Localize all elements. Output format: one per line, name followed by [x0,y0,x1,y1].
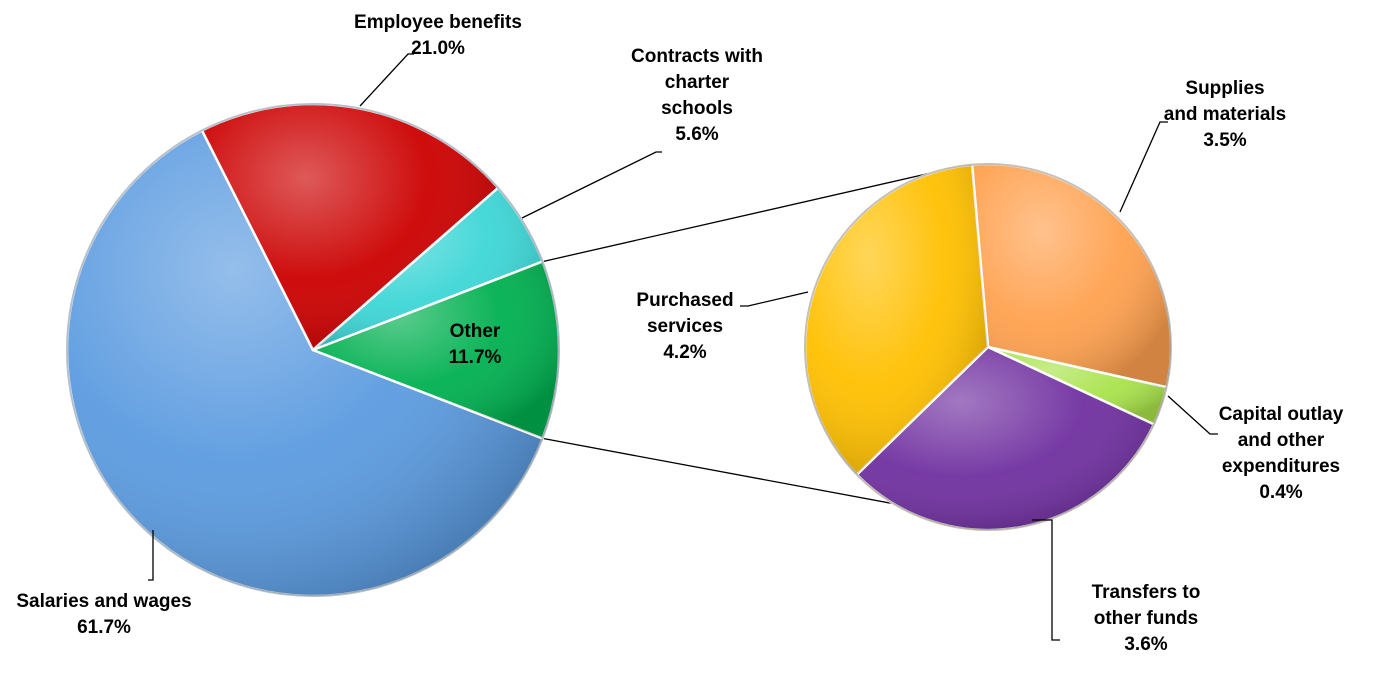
leader-contracts-with-charter-schools [521,151,662,219]
slice-contracts-with-shading [313,187,543,350]
label-transfers-to-other-funds: Transfers to other funds 3.6% [1092,582,1201,655]
slice-employee-benefits-shading [202,103,499,350]
breakout-pie-rim [804,163,1172,531]
slice-labels: Salaries and wages 61.7% Employee benefits… [16,12,1343,655]
slice-capital-outlay-and-other-expenditures-shading [988,347,1167,425]
label-capital-outlay-and-other-expenditures: Capital outlay and other expenditures 0.4% [1219,404,1344,503]
label-other: Other 11.7% [449,321,502,368]
leader-transfers-to-other-funds [1032,519,1060,641]
leader-capital-outlay-and-other-expenditures [1167,395,1218,435]
slice-salaries-and-wages-shading [67,130,543,596]
main-pie [65,102,561,598]
leader-supplies-and-materials [1119,121,1168,213]
label-contracts-with-charter-schools: Contracts with charter schools 5.6% [631,46,763,145]
slice-other-shading [313,261,560,439]
leader-purchased-services [740,291,809,307]
label-purchased-services: Purchased services 4.2% [636,290,733,363]
leader-salaries-and-wages [148,530,154,581]
slice-supplies-and-materials-shading [972,164,1172,388]
leader-employee-benefits [359,53,414,107]
label-supplies-and-materials: Supplies and materials 3.5% [1164,78,1287,151]
leader-lines [148,53,1218,641]
label-employee-benefits: Employee benefits 21.0% [354,12,522,59]
slice-purchased-services-shading [805,164,988,475]
connector-line-top [542,165,963,263]
label-salaries-and-wages: Salaries and wages 61.7% [16,591,191,638]
main-pie-rim [66,103,560,597]
breakout-pie [803,162,1173,532]
slice-transfers-to-other-funds-shading [856,347,1154,530]
